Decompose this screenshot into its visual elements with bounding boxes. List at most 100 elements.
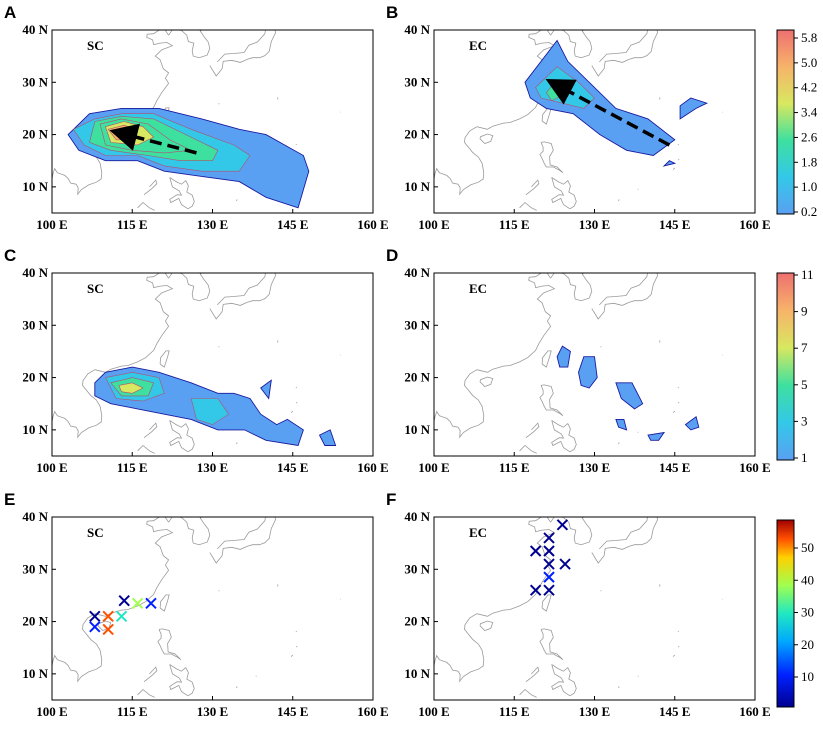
coastline: [295, 386, 297, 389]
colorbar-tick-label: 7: [801, 340, 808, 355]
x-tick-label: 160 E: [357, 460, 388, 475]
x-tick-label: 145 E: [277, 460, 308, 475]
colorbar-tick-label: 1.0: [801, 179, 817, 194]
cross-marker: [543, 532, 555, 544]
cross-marker: [102, 610, 114, 623]
y-tick-label: 30 N: [404, 561, 430, 576]
coastline: [143, 422, 158, 439]
y-tick-label: 10 N: [22, 422, 48, 437]
coastline: [541, 350, 552, 368]
colorbar-ef: 10 20 30 40 50: [776, 519, 814, 708]
coastline: [637, 188, 639, 190]
coastline: [137, 688, 155, 698]
coastline: [169, 177, 195, 210]
y-tick-label: 20 N: [404, 127, 430, 142]
panel-c: C 100 E 115 E 130 E 145 E 160 E 10 N 20 N 30 N 4…: [4, 246, 389, 475]
coastline: [457, 369, 485, 439]
coastline: [678, 158, 680, 161]
contour-level-0.2: [662, 160, 677, 167]
cross-marker: [89, 610, 101, 623]
coastline: [52, 167, 77, 185]
y-tick-label: 20 N: [22, 614, 48, 629]
y-tick-label: 40 N: [22, 265, 48, 280]
cross-marker: [115, 610, 128, 623]
colorbar-tick-label: 5.8: [801, 30, 817, 45]
x-tick-label: 115 E: [499, 460, 530, 475]
x-tick-label: 100 E: [36, 460, 67, 475]
y-tick-label: 30 N: [22, 317, 48, 332]
coastline: [168, 273, 211, 302]
colorbar-tick-label: 2.6: [801, 129, 818, 144]
coastline: [94, 517, 174, 617]
colorbar-tick-label: 4.2: [801, 80, 817, 95]
coastline: [52, 410, 77, 428]
coastline: [551, 177, 577, 210]
contour-level-1: [615, 418, 628, 431]
panel-e: E 100 E 115 E 130 E 145 E 160 E 10 N 20 N 30 N 4…: [4, 490, 389, 719]
coastline: [169, 420, 195, 453]
cross-marker: [543, 545, 555, 557]
x-tick-label: 130 E: [197, 217, 228, 232]
coastline: [94, 273, 174, 373]
y-tick-label: 10 N: [404, 422, 430, 437]
x-tick-label: 100 E: [418, 460, 449, 475]
coastline: [159, 594, 170, 612]
contour-level-1: [578, 356, 598, 389]
x-tick-label: 130 E: [197, 704, 228, 719]
coastline: [137, 444, 155, 454]
y-tick-label: 40 N: [22, 22, 48, 37]
x-tick-label: 145 E: [277, 704, 308, 719]
coastline: [457, 613, 485, 683]
contour-level-3: [190, 398, 230, 425]
panel-a: A 100 E 115 E 130 E 145 E 160 E 10 N 20 N 30 N 4…: [4, 3, 389, 232]
map-area: [434, 517, 723, 698]
x-tick-label: 160 E: [739, 217, 770, 232]
colorbar-cd-ramp: [776, 272, 795, 461]
cross-marker: [131, 597, 144, 609]
coastline: [296, 401, 298, 404]
colorbar-ab: 0.2 1.0 1.8 2.6 3.4 4.2 5.0 5.8: [776, 29, 818, 219]
coastline: [672, 654, 676, 657]
coastline: [236, 686, 238, 689]
panel-letter-d: D: [386, 246, 398, 265]
coastline: [434, 410, 459, 428]
contour-level-0.2: [679, 97, 709, 120]
map-area: [52, 517, 341, 698]
coastline: [290, 654, 294, 657]
coastline: [539, 628, 564, 661]
coastline: [539, 384, 564, 417]
mean-track-arrow: [109, 123, 197, 155]
y-tick-label: 20 N: [404, 370, 430, 385]
map-area: [434, 273, 723, 454]
cross-marker: [102, 623, 114, 636]
coastline: [52, 654, 77, 672]
x-tick-label: 115 E: [117, 460, 148, 475]
region-label: EC: [469, 38, 487, 53]
coastline: [525, 666, 540, 683]
region-label: SC: [87, 38, 104, 53]
coastline: [591, 273, 659, 320]
x-tick-label: 130 E: [579, 217, 610, 232]
plot-frame: [51, 272, 374, 457]
coastline: [591, 517, 659, 564]
map-area: [52, 273, 341, 454]
panel-letter-b: B: [386, 3, 398, 22]
coastline: [457, 126, 485, 196]
x-tick-label: 160 E: [739, 704, 770, 719]
region-label: EC: [469, 281, 487, 296]
coastline: [618, 686, 620, 689]
cross-marker: [145, 597, 157, 609]
colorbar-ef-ramp: [776, 519, 795, 708]
colorbar-tick-label: 50: [801, 540, 814, 555]
colorbar-tick-label: 3.4: [801, 105, 818, 120]
x-tick-label: 145 E: [277, 217, 308, 232]
region-label: SC: [87, 525, 104, 540]
y-tick-label: 10 N: [22, 666, 48, 681]
x-tick-label: 115 E: [117, 217, 148, 232]
colorbar-tick-label: 1: [801, 450, 808, 465]
colorbar-tick-label: 20: [801, 637, 814, 652]
coastline: [618, 442, 620, 445]
contour-level-7: [118, 382, 144, 394]
coastline: [550, 30, 593, 59]
coastline: [143, 666, 158, 683]
